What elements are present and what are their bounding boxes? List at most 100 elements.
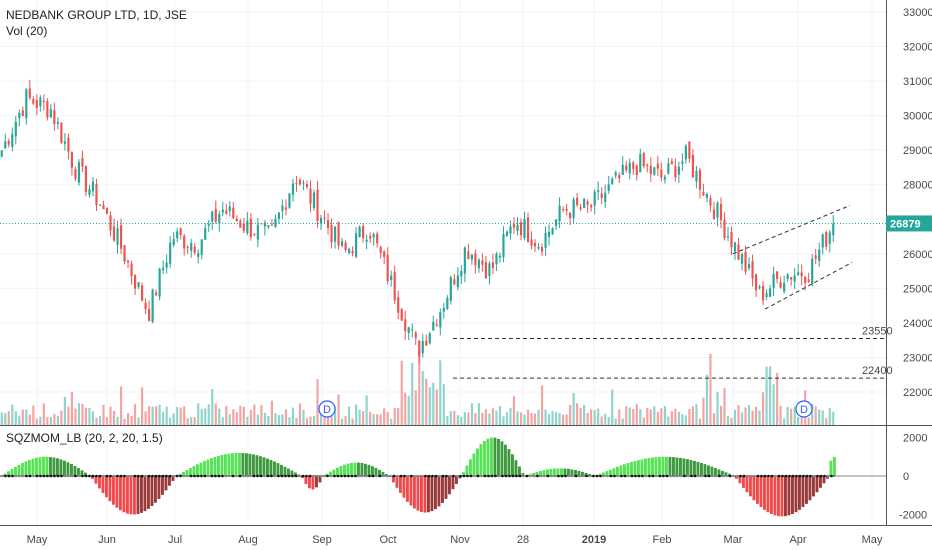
candle-body[interactable] xyxy=(284,207,288,210)
annotations[interactable]: 23550 22400 xyxy=(453,204,893,379)
candle-body[interactable] xyxy=(281,205,284,211)
candle-body[interactable] xyxy=(183,235,186,249)
candle-body[interactable] xyxy=(583,199,586,208)
candle-body[interactable] xyxy=(340,241,344,246)
candle-body[interactable] xyxy=(470,254,473,260)
candle-body[interactable] xyxy=(547,231,551,237)
candle-body[interactable] xyxy=(235,218,238,221)
candle-body[interactable] xyxy=(783,282,786,292)
candle-body[interactable] xyxy=(126,260,130,263)
candle-body[interactable] xyxy=(632,162,635,170)
candle-body[interactable] xyxy=(316,189,319,221)
candle-body[interactable] xyxy=(460,271,463,277)
candle-body[interactable] xyxy=(256,224,259,240)
candle-body[interactable] xyxy=(81,158,84,167)
candle-body[interactable] xyxy=(747,263,751,269)
candle-body[interactable] xyxy=(709,198,712,206)
candle-body[interactable] xyxy=(298,179,302,185)
candle-body[interactable] xyxy=(141,285,144,301)
candle-body[interactable] xyxy=(193,246,196,253)
candle-body[interactable] xyxy=(274,218,277,228)
candle-body[interactable] xyxy=(148,308,151,321)
candle-body[interactable] xyxy=(74,168,77,179)
candle-body[interactable] xyxy=(625,165,628,171)
candle-body[interactable] xyxy=(295,182,298,184)
candle-body[interactable] xyxy=(804,276,807,284)
candle-body[interactable] xyxy=(53,110,56,125)
candle-body[interactable] xyxy=(646,164,649,166)
candle-body[interactable] xyxy=(119,225,123,249)
candle-body[interactable] xyxy=(155,292,158,296)
candle-body[interactable] xyxy=(576,197,579,205)
candle-body[interactable] xyxy=(242,223,245,231)
candle-body[interactable] xyxy=(302,182,305,184)
candle-body[interactable] xyxy=(435,324,438,326)
candle-body[interactable] xyxy=(46,101,49,118)
candle-body[interactable] xyxy=(790,276,793,280)
candle-body[interactable] xyxy=(88,189,91,195)
candle-body[interactable] xyxy=(453,279,456,285)
candle-body[interactable] xyxy=(754,274,758,291)
candle-body[interactable] xyxy=(744,251,747,272)
candle-body[interactable] xyxy=(319,218,323,224)
price-axis[interactable]: 3300032000310003000029000280002700026000… xyxy=(903,7,932,399)
candle-body[interactable] xyxy=(28,88,31,98)
candle-body[interactable] xyxy=(151,289,154,323)
candle-body[interactable] xyxy=(411,329,414,331)
candle-body[interactable] xyxy=(474,253,477,266)
candle-body[interactable] xyxy=(418,340,421,356)
candle-body[interactable] xyxy=(232,207,235,219)
candle-body[interactable] xyxy=(477,259,480,269)
candle-body[interactable] xyxy=(533,242,537,247)
candle-body[interactable] xyxy=(491,262,495,268)
candle-body[interactable] xyxy=(11,134,14,147)
candle-body[interactable] xyxy=(667,163,670,174)
candle-body[interactable] xyxy=(653,167,656,175)
candle-body[interactable] xyxy=(376,233,379,244)
candle-body[interactable] xyxy=(509,226,512,234)
candle-body[interactable] xyxy=(769,288,772,297)
channel-lower-line[interactable] xyxy=(764,262,853,310)
candle-body[interactable] xyxy=(369,235,372,239)
candle-body[interactable] xyxy=(39,97,42,107)
candle-body[interactable] xyxy=(362,225,365,239)
candle-body[interactable] xyxy=(712,209,716,220)
candle-body[interactable] xyxy=(551,228,554,235)
candle-body[interactable] xyxy=(442,307,445,312)
candle-body[interactable] xyxy=(18,112,21,118)
candle-body[interactable] xyxy=(463,247,466,274)
candle-body[interactable] xyxy=(162,267,165,271)
candle-body[interactable] xyxy=(498,255,502,258)
candle-body[interactable] xyxy=(733,242,737,252)
candle-body[interactable] xyxy=(677,166,680,175)
candle-body[interactable] xyxy=(207,223,210,226)
candle-body[interactable] xyxy=(456,275,459,288)
candle-body[interactable] xyxy=(169,242,172,264)
candle-body[interactable] xyxy=(200,239,203,255)
candle-body[interactable] xyxy=(751,261,754,279)
candle-body[interactable] xyxy=(225,210,228,214)
channel-upper-line[interactable] xyxy=(732,204,851,255)
candle-body[interactable] xyxy=(698,169,702,190)
candle-body[interactable] xyxy=(554,219,558,226)
candle-body[interactable] xyxy=(270,224,273,226)
candle-body[interactable] xyxy=(607,184,610,191)
candle-body[interactable] xyxy=(355,233,358,257)
candle-body[interactable] xyxy=(102,204,105,210)
candle-body[interactable] xyxy=(726,235,730,238)
candle-body[interactable] xyxy=(618,175,621,179)
candle-body[interactable] xyxy=(263,222,266,227)
candle-body[interactable] xyxy=(832,223,835,236)
candle-body[interactable] xyxy=(670,161,673,165)
candle-body[interactable] xyxy=(765,293,768,297)
candle-body[interactable] xyxy=(562,209,565,211)
candlesticks[interactable] xyxy=(0,79,835,364)
dividend-marker[interactable]: D xyxy=(795,400,813,418)
candle-body[interactable] xyxy=(130,263,133,277)
candle-body[interactable] xyxy=(218,214,221,224)
candle-body[interactable] xyxy=(635,165,638,175)
candle-body[interactable] xyxy=(705,193,709,198)
candle-body[interactable] xyxy=(544,232,547,248)
candle-body[interactable] xyxy=(186,246,189,248)
candle-body[interactable] xyxy=(14,121,17,137)
